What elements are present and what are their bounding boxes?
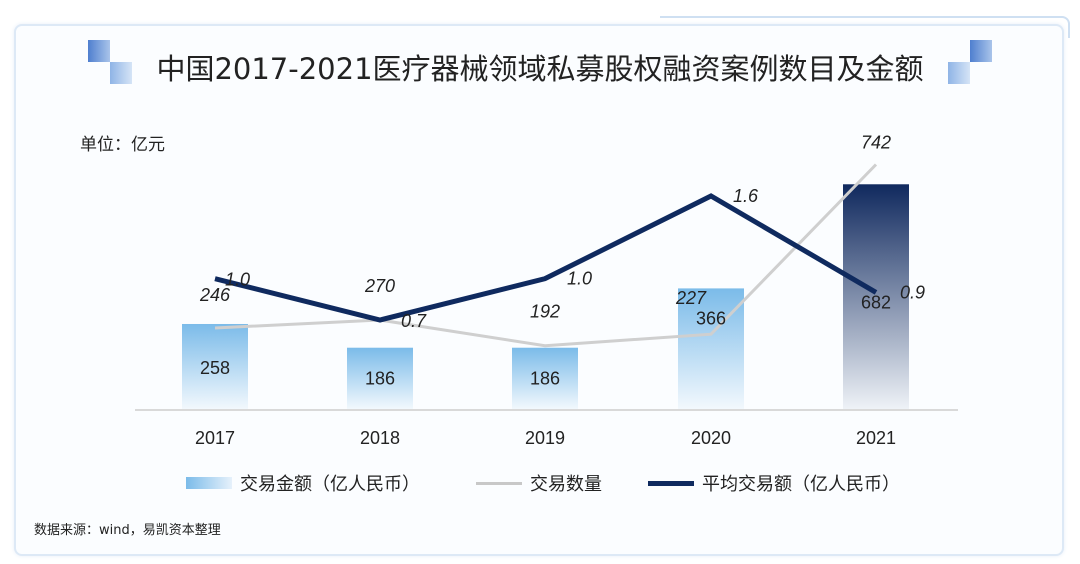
x-tick-label: 2019 [525,428,565,448]
bar-2017 [182,323,248,409]
bar-label: 366 [696,308,726,328]
average-label: 1.6 [733,186,759,206]
average-label: 0.7 [401,311,427,331]
legend-swatch-bar [186,477,232,489]
count-label: 270 [364,276,395,296]
bar-2021 [843,184,909,409]
count-label: 227 [675,288,707,308]
legend-item-amount: 交易金额（亿人民币） [186,470,420,496]
x-tick-label: 2021 [856,428,896,448]
count-label: 192 [530,302,560,322]
x-tick-label: 2018 [360,428,400,448]
bar-label: 258 [200,358,230,378]
x-tick-label: 2017 [195,428,235,448]
count-line [214,163,878,348]
legend-swatch-line-gray [476,481,522,485]
bar-label: 186 [365,369,395,389]
count-label: 246 [199,285,231,305]
chart-title: 中国2017-2021医疗器械领域私募股权融资案例数目及金额 [156,52,924,86]
count-label: 742 [861,133,891,153]
average-label: 1.0 [567,269,592,289]
card-accent [660,16,1070,38]
average-label: 1.0 [225,270,250,290]
average-line [214,193,878,323]
average-label: 0.9 [900,282,925,302]
bar-label: 186 [530,369,560,389]
bar-2019 [512,347,578,409]
legend-item-average: 平均交易额（亿人民币） [648,470,900,496]
bar-label: 682 [861,292,891,312]
legend: 交易金额（亿人民币） 交易数量 平均交易额（亿人民币） [0,470,1080,496]
x-tick-label: 2020 [691,428,731,448]
bar-2018 [347,347,413,409]
source-note: 数据来源：wind，易凯资本整理 [34,523,221,538]
legend-item-count: 交易数量 [476,470,602,496]
unit-label: 单位：亿元 [80,135,165,155]
bar-2020 [678,288,744,409]
legend-swatch-line-navy [648,480,694,486]
